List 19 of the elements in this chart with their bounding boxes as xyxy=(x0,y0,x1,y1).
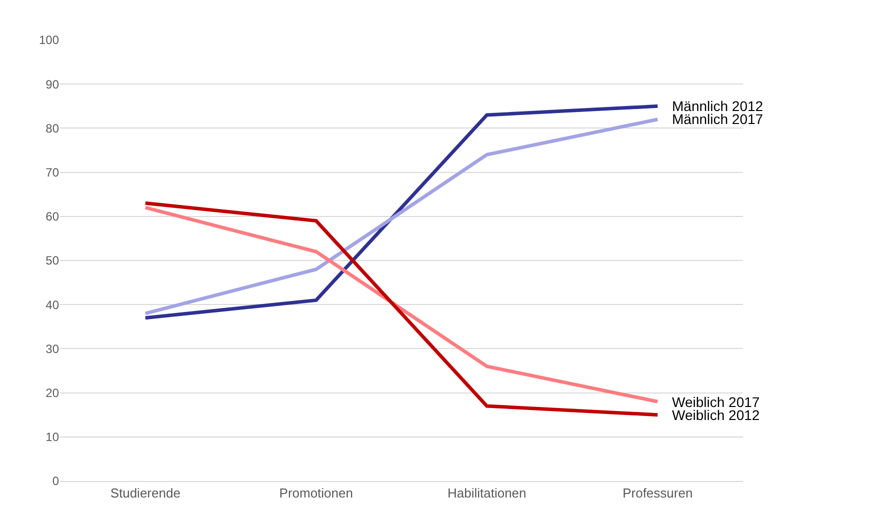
x-tick-label: Professuren xyxy=(622,486,693,501)
y-tick-label: 90 xyxy=(46,77,60,92)
y-tick-label: 80 xyxy=(46,121,60,136)
y-tick-label: 0 xyxy=(52,474,60,488)
y-tick-label: 30 xyxy=(46,342,60,356)
y-tick-label: 40 xyxy=(46,298,60,312)
series-label: Männlich 2017 xyxy=(672,111,764,127)
y-tick-label: 10 xyxy=(46,430,60,444)
y-tick-label: 60 xyxy=(46,210,60,224)
x-tick-label: Promotionen xyxy=(279,486,353,501)
x-tick-label: Habilitationen xyxy=(447,486,526,501)
y-tick-label: 70 xyxy=(46,166,60,180)
series-label: Weiblich 2012 xyxy=(672,407,760,423)
y-tick-label: 50 xyxy=(46,254,60,268)
series-label: Weiblich 2017 xyxy=(672,394,760,410)
y-tick-label: 20 xyxy=(46,386,60,400)
series-label: Männlich 2012 xyxy=(672,98,764,114)
x-tick-label: Studierende xyxy=(110,486,180,501)
y-tick-label: 100 xyxy=(38,33,60,48)
